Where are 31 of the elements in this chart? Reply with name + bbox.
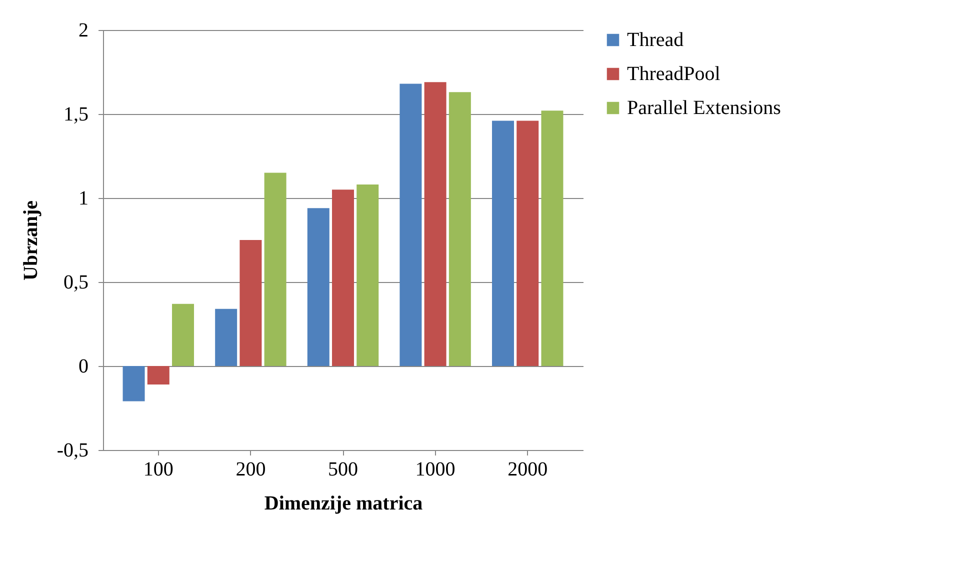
- bar: [424, 82, 446, 366]
- bar: [264, 172, 286, 366]
- y-tick-label: 1: [78, 188, 88, 210]
- y-tick-label: -0,5: [56, 440, 88, 462]
- x-axis-title: Dimenzije matrica: [264, 492, 423, 514]
- bar: [307, 208, 330, 366]
- bar: [356, 184, 379, 366]
- x-tick-label: 500: [328, 458, 358, 480]
- bar: [147, 366, 170, 384]
- bar: [240, 240, 262, 366]
- x-tick-label: 2000: [508, 458, 548, 480]
- bar: [516, 120, 539, 366]
- x-tick-label: 200: [236, 458, 266, 480]
- bar: [122, 366, 145, 402]
- y-tick-label: 0: [78, 356, 88, 378]
- x-tick-label: 1000: [415, 458, 456, 480]
- bar: [400, 84, 422, 366]
- bar: [172, 304, 194, 366]
- y-tick-label: 1,5: [64, 104, 88, 126]
- bar: [215, 308, 238, 366]
- bar: [448, 92, 471, 366]
- y-axis-title: Ubrzanje: [20, 200, 42, 280]
- legend-label: Thread: [627, 29, 684, 51]
- y-tick-label: 0,5: [64, 272, 88, 294]
- y-tick-label: 2: [78, 20, 88, 42]
- bar: [541, 110, 564, 366]
- legend-label: Parallel Extensions: [627, 97, 782, 119]
- bar: [332, 190, 354, 366]
- bar: [492, 120, 514, 366]
- x-tick-label: 100: [143, 458, 174, 480]
- legend-label: ThreadPool: [627, 63, 721, 85]
